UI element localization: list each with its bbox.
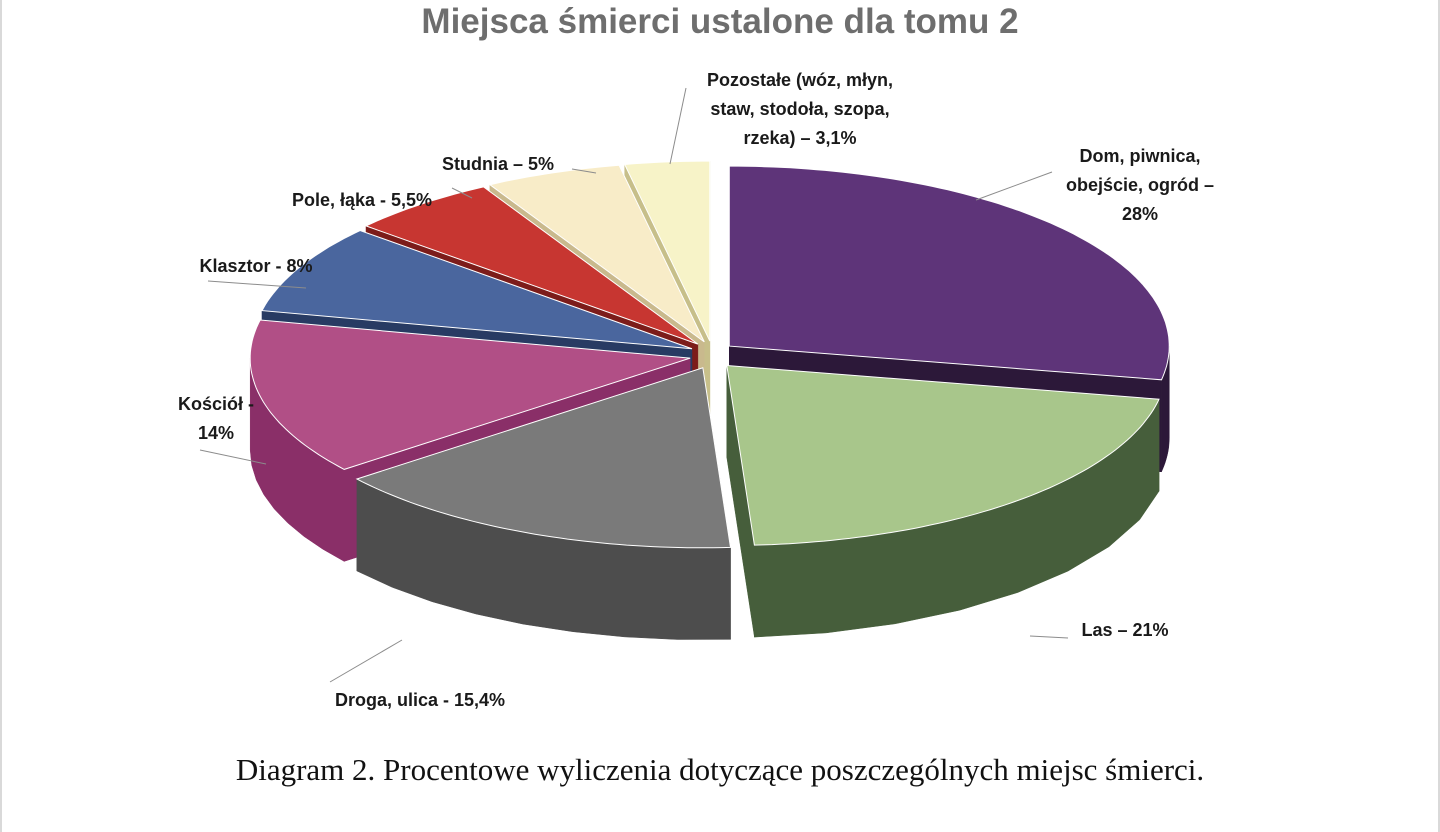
slice-label-0: Dom, piwnica, obejście, ogród – 28% [1066, 146, 1214, 224]
slice-label-line: rzeka) – 3,1% [743, 128, 856, 148]
leader-line-6 [571, 168, 597, 174]
pie-slice-3 [249, 319, 691, 470]
slice-label-line: obejście, ogród – [1066, 175, 1214, 195]
slice-label-line: Dom, piwnica, [1079, 146, 1200, 166]
leader-line-1 [1029, 635, 1069, 639]
slice-label-line: Kościół - [178, 394, 254, 414]
pie-slice-7 [623, 160, 711, 342]
chart-title: Miejsca śmierci ustalone dla tomu 2 [421, 2, 1019, 41]
slice-label-line: Las – 21% [1081, 620, 1168, 640]
pie-slice-0 [728, 165, 1170, 381]
pie-tops [249, 160, 1170, 549]
leader-line-4 [207, 280, 307, 289]
slice-label-line: Droga, ulica - 15,4% [335, 690, 505, 710]
pie-slice-4 [261, 229, 693, 350]
pie-labels: Dom, piwnica, obejście, ogród – 28% Las – 2… [178, 70, 1214, 710]
slice-label-1: Las – 21% [1081, 620, 1168, 640]
slice-label-line: 14% [198, 423, 234, 443]
slice-label-line: 28% [1122, 204, 1158, 224]
slice-label-7: Pozostałe (wóz, młyn, staw, stodoła, szop… [707, 70, 893, 148]
slice-label-2: Droga, ulica - 15,4% [335, 690, 505, 710]
leader-line-3 [199, 449, 267, 465]
pie-slice-1 [726, 364, 1160, 546]
slice-label-6: Studnia – 5% [442, 154, 554, 174]
pie-slice-5 [364, 186, 699, 345]
leader-line-0 [975, 171, 1053, 201]
leader-line-2 [329, 639, 403, 683]
slice-label-line: Pozostałe (wóz, młyn, [707, 70, 893, 90]
leader-line-5 [451, 187, 473, 199]
slice-label-5: Pole, łąka - 5,5% [292, 190, 432, 210]
figure-caption: Diagram 2. Procentowe wyliczenia dotyczą… [235, 752, 1205, 787]
pie-slice-6 [488, 164, 705, 343]
slice-label-line: staw, stodoła, szopa, [710, 99, 889, 119]
slice-label-line: Studnia – 5% [442, 154, 554, 174]
leader-line-7 [669, 87, 687, 165]
slice-label-line: Klasztor - 8% [199, 256, 312, 276]
slice-label-line: Pole, łąka - 5,5% [292, 190, 432, 210]
pie-slice-2 [355, 367, 732, 549]
slice-label-4: Klasztor - 8% [199, 256, 312, 276]
slice-label-3: Kościół - 14% [178, 394, 254, 443]
